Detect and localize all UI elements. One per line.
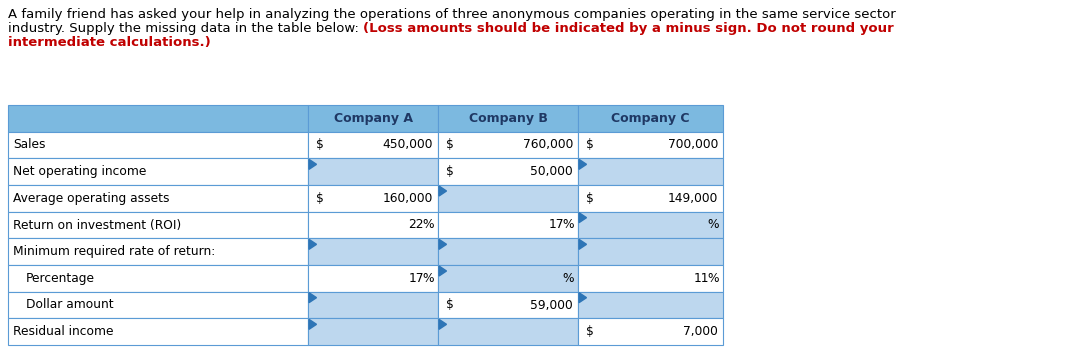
Text: Return on investment (ROI): Return on investment (ROI) <box>13 218 181 231</box>
Polygon shape <box>309 319 316 330</box>
Text: (Loss amounts should be indicated by a minus sign. Do not round your: (Loss amounts should be indicated by a m… <box>363 22 894 35</box>
Bar <box>9 159 308 185</box>
Text: Company B: Company B <box>469 112 547 125</box>
Text: Minimum required rate of return:: Minimum required rate of return: <box>13 245 215 258</box>
Text: Percentage: Percentage <box>26 272 95 285</box>
Bar <box>578 159 723 185</box>
Text: 149,000: 149,000 <box>668 192 718 205</box>
Text: 59,000: 59,000 <box>530 298 573 312</box>
Text: 22: 22 <box>409 218 424 231</box>
Text: Dollar amount: Dollar amount <box>26 298 114 312</box>
Bar <box>9 238 308 265</box>
Bar <box>308 159 438 185</box>
Text: 50,000: 50,000 <box>530 165 573 178</box>
Text: 7,000: 7,000 <box>683 325 718 338</box>
Polygon shape <box>439 319 446 330</box>
Bar <box>438 105 578 132</box>
Bar <box>578 212 723 238</box>
Text: %: % <box>562 272 574 285</box>
Text: $: $ <box>316 139 324 151</box>
Text: $: $ <box>586 139 594 151</box>
Text: $: $ <box>446 139 454 151</box>
Text: %: % <box>423 272 435 285</box>
Text: Company A: Company A <box>333 112 412 125</box>
Bar <box>438 265 578 292</box>
Text: intermediate calculations.): intermediate calculations.) <box>9 36 211 49</box>
Bar <box>308 238 438 265</box>
Polygon shape <box>309 159 316 169</box>
Bar <box>438 238 578 265</box>
Text: $: $ <box>316 192 324 205</box>
Bar <box>9 132 308 159</box>
Bar <box>438 212 578 238</box>
Bar <box>9 292 308 318</box>
Bar <box>9 185 308 212</box>
Bar <box>308 132 438 159</box>
Text: 17: 17 <box>409 272 424 285</box>
Bar <box>438 318 578 345</box>
Text: industry. Supply the missing data in the table below:: industry. Supply the missing data in the… <box>9 22 363 35</box>
Text: 17: 17 <box>548 218 564 231</box>
Text: %: % <box>707 218 719 231</box>
Bar <box>308 105 438 132</box>
Polygon shape <box>439 186 446 196</box>
Text: Average operating assets: Average operating assets <box>13 192 169 205</box>
Text: %: % <box>562 218 574 231</box>
Bar <box>578 185 723 212</box>
Text: %: % <box>423 218 435 231</box>
Bar <box>578 318 723 345</box>
Bar <box>9 212 308 238</box>
Polygon shape <box>579 213 587 223</box>
Bar <box>578 132 723 159</box>
Text: 450,000: 450,000 <box>382 139 433 151</box>
Bar <box>438 132 578 159</box>
Polygon shape <box>439 266 446 276</box>
Bar <box>438 292 578 318</box>
Text: A family friend has asked your help in analyzing the operations of three anonymo: A family friend has asked your help in a… <box>9 8 896 21</box>
Text: $: $ <box>586 192 594 205</box>
Polygon shape <box>579 293 587 303</box>
Text: 160,000: 160,000 <box>382 192 433 205</box>
Text: 11: 11 <box>693 272 709 285</box>
Text: 700,000: 700,000 <box>668 139 718 151</box>
Text: %: % <box>707 272 719 285</box>
Text: $: $ <box>446 298 454 312</box>
Bar <box>578 265 723 292</box>
Text: $: $ <box>446 165 454 178</box>
Bar <box>9 265 308 292</box>
Text: Sales: Sales <box>13 139 46 151</box>
Polygon shape <box>309 293 316 303</box>
Polygon shape <box>579 159 587 169</box>
Bar <box>308 292 438 318</box>
Polygon shape <box>309 239 316 249</box>
Bar <box>578 292 723 318</box>
Text: $: $ <box>586 325 594 338</box>
Bar <box>578 238 723 265</box>
Text: Net operating income: Net operating income <box>13 165 146 178</box>
Text: 760,000: 760,000 <box>523 139 573 151</box>
Bar <box>438 159 578 185</box>
Bar <box>9 105 308 132</box>
Bar <box>308 318 438 345</box>
Polygon shape <box>439 239 446 249</box>
Bar <box>438 185 578 212</box>
Text: Company C: Company C <box>611 112 690 125</box>
Text: Residual income: Residual income <box>13 325 114 338</box>
Bar <box>308 185 438 212</box>
Bar <box>9 318 308 345</box>
Bar <box>308 265 438 292</box>
Polygon shape <box>579 239 587 249</box>
Bar <box>308 212 438 238</box>
Bar <box>578 105 723 132</box>
